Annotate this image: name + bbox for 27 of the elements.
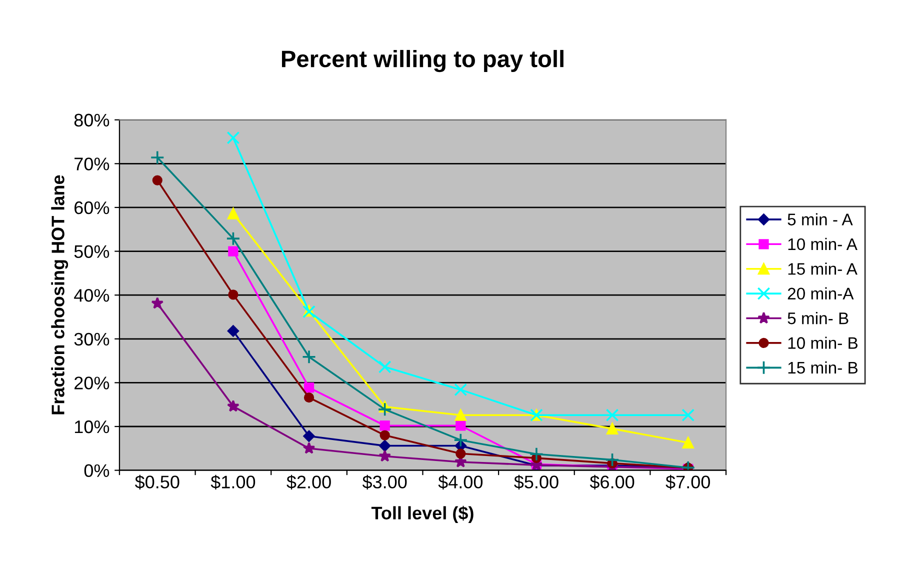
legend-label: 10 min- A bbox=[788, 238, 858, 250]
x-tick-label: $5.00 bbox=[514, 474, 558, 490]
legend-label: 5 min- B bbox=[788, 312, 848, 324]
x-tick-label: $2.00 bbox=[286, 474, 331, 490]
x-tick-label: $7.00 bbox=[666, 474, 710, 490]
legend-label: 10 min- B bbox=[788, 336, 858, 349]
y-axis-title: Fraction choosing HOT lane bbox=[51, 175, 68, 414]
legend-label: 15 min- B bbox=[788, 361, 858, 374]
legend-label: 20 min-A bbox=[788, 287, 854, 300]
x-tick-label: $3.00 bbox=[362, 474, 407, 490]
y-tick-label: 80% bbox=[74, 114, 110, 127]
x-axis-title: Toll level ($) bbox=[371, 506, 474, 524]
y-tick-label: 10% bbox=[74, 420, 110, 434]
y-tick-label: 60% bbox=[74, 201, 110, 214]
y-tick-label: 50% bbox=[74, 245, 110, 258]
x-tick-label: $4.00 bbox=[438, 474, 483, 490]
x-tick-label: $6.00 bbox=[590, 474, 634, 490]
y-tick-label: 30% bbox=[74, 332, 110, 346]
legend-label: 15 min- A bbox=[788, 262, 858, 275]
chart-title: Percent willing to pay toll bbox=[282, 50, 564, 72]
legend-label: 5 min - A bbox=[788, 213, 853, 226]
y-tick-label: 40% bbox=[74, 289, 110, 302]
x-tick-label: $1.00 bbox=[210, 474, 256, 490]
y-tick-label: 0% bbox=[84, 464, 110, 478]
x-tick-label: $0.50 bbox=[134, 474, 180, 490]
y-tick-label: 20% bbox=[74, 376, 110, 390]
y-tick-label: 70% bbox=[74, 158, 110, 170]
